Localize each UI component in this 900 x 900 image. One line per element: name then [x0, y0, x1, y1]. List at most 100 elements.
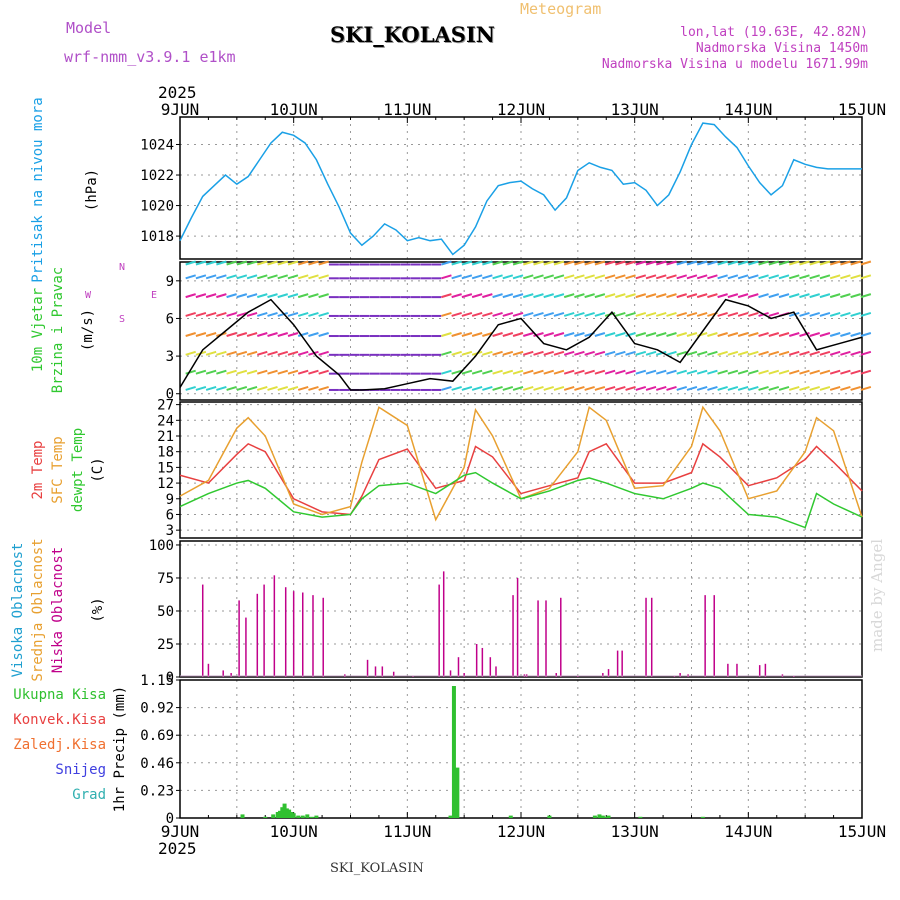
wind-barb — [226, 332, 237, 337]
wind-barb — [850, 311, 861, 317]
wind-barb — [707, 260, 718, 266]
precip-bar — [603, 816, 608, 818]
wind-barb — [308, 274, 319, 280]
wind-barb — [574, 332, 585, 337]
wind-barb — [297, 350, 309, 356]
pressure-unit-label: (hPa) — [84, 169, 100, 211]
wind-barb — [205, 293, 217, 299]
wind-barb — [615, 311, 626, 317]
wind-barb — [645, 332, 657, 337]
wind-barb — [696, 260, 708, 266]
wind-barb — [635, 274, 647, 280]
wind-barb — [318, 293, 329, 299]
wind-barb — [502, 274, 514, 280]
wind-barb — [768, 293, 780, 299]
wind-barb — [635, 311, 647, 317]
wind-barb — [758, 350, 769, 356]
wind-barb — [308, 311, 319, 317]
wind-barb — [615, 293, 626, 299]
precip-bar — [455, 767, 460, 818]
wind-barb — [594, 293, 606, 299]
wind-barb — [441, 350, 452, 356]
precip-legend-item: Ukupna Kisa — [13, 687, 106, 703]
wind-barb — [707, 332, 718, 337]
wind-barb — [451, 369, 462, 375]
wind-barb — [471, 332, 483, 337]
wind-barb — [645, 350, 657, 356]
precip-bar — [282, 803, 287, 818]
wind-barb — [277, 332, 289, 337]
wind-barb — [553, 274, 565, 280]
wind-barb — [287, 369, 299, 375]
cloud-unit-label: (%) — [90, 597, 106, 622]
wind-barb — [829, 369, 841, 375]
wind-barb — [768, 332, 780, 337]
wind-barb — [482, 260, 493, 266]
wind-barb — [195, 332, 207, 337]
wind-barb — [185, 332, 196, 337]
wind-barb — [257, 311, 268, 317]
compass-west: W — [85, 290, 92, 301]
wind-barb — [676, 386, 688, 391]
wind-barb — [492, 350, 503, 356]
wind-barb — [594, 386, 606, 391]
wind-barb — [502, 350, 514, 356]
wind-barb — [226, 386, 237, 391]
wind-barb — [829, 332, 841, 337]
precip-bar — [314, 815, 319, 818]
x-tick-label-bottom: 11JUN — [383, 822, 431, 841]
temp-unit-label: (C) — [90, 457, 106, 482]
wind-barb — [850, 260, 861, 266]
precip-bar — [278, 810, 283, 818]
wind-barb — [563, 311, 575, 317]
wind-barb — [829, 293, 841, 299]
wind-barb — [318, 260, 329, 266]
wind-barb — [563, 260, 575, 266]
wind-barb — [461, 311, 473, 317]
x-tick-label-top: 12JUN — [497, 100, 545, 119]
station-title: SKI_KOLASIN — [330, 22, 495, 47]
wind-barb — [492, 311, 503, 317]
wind-barb — [574, 369, 585, 375]
wind-barb — [257, 386, 268, 391]
precip-bar — [280, 807, 285, 818]
wind-barb — [287, 293, 299, 299]
wind-barb — [799, 311, 810, 317]
wind-barb — [512, 386, 524, 391]
wind-barb — [666, 293, 677, 299]
wind-speed-line — [179, 298, 863, 391]
y-tick-label: 1.15 — [140, 673, 174, 689]
wind-barb — [748, 293, 759, 299]
wind-barb — [625, 260, 636, 266]
wind-barb — [216, 293, 227, 299]
precip-bar — [451, 686, 456, 818]
wind-barb — [267, 386, 278, 391]
wind-barb — [236, 293, 248, 299]
wind-barb — [819, 311, 831, 317]
precip-bar — [275, 812, 280, 818]
temperature-series-line — [179, 442, 863, 516]
wind-barb — [522, 274, 534, 280]
wind-barb — [840, 274, 851, 280]
wind-barb — [748, 369, 759, 375]
wind-barb — [205, 369, 217, 375]
temp-sfc-axis-label: SFC Temp — [50, 436, 66, 503]
wind-barb — [522, 386, 534, 391]
wind-barb — [246, 311, 258, 317]
x-tick-label-top: 9JUN — [161, 100, 200, 119]
wind-barb — [809, 311, 821, 317]
wind-barb — [645, 274, 657, 280]
wind-barb — [502, 369, 514, 375]
wind-barb — [195, 274, 207, 280]
wind-barb — [584, 350, 595, 356]
wind-barb — [645, 293, 657, 299]
wind-barb — [625, 386, 636, 391]
wind-barb — [809, 260, 821, 266]
wind-barb — [635, 260, 647, 266]
wind-barb — [768, 311, 780, 317]
wind-barb — [809, 369, 821, 375]
wind-barb — [553, 332, 565, 337]
wind-barb — [267, 293, 278, 299]
wind-barb — [287, 386, 299, 391]
model-elevation-label: Nadmorska Visina u modelu 1671.99m — [601, 57, 868, 72]
